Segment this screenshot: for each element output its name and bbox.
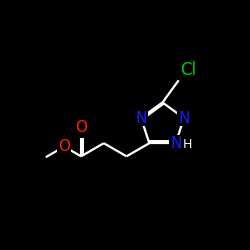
Text: N: N [136,110,147,126]
Text: N: N [170,136,181,151]
Text: Cl: Cl [180,61,196,79]
Text: O: O [58,139,70,154]
Text: N: N [178,110,190,126]
Text: O: O [75,120,87,135]
Text: H: H [183,138,192,151]
